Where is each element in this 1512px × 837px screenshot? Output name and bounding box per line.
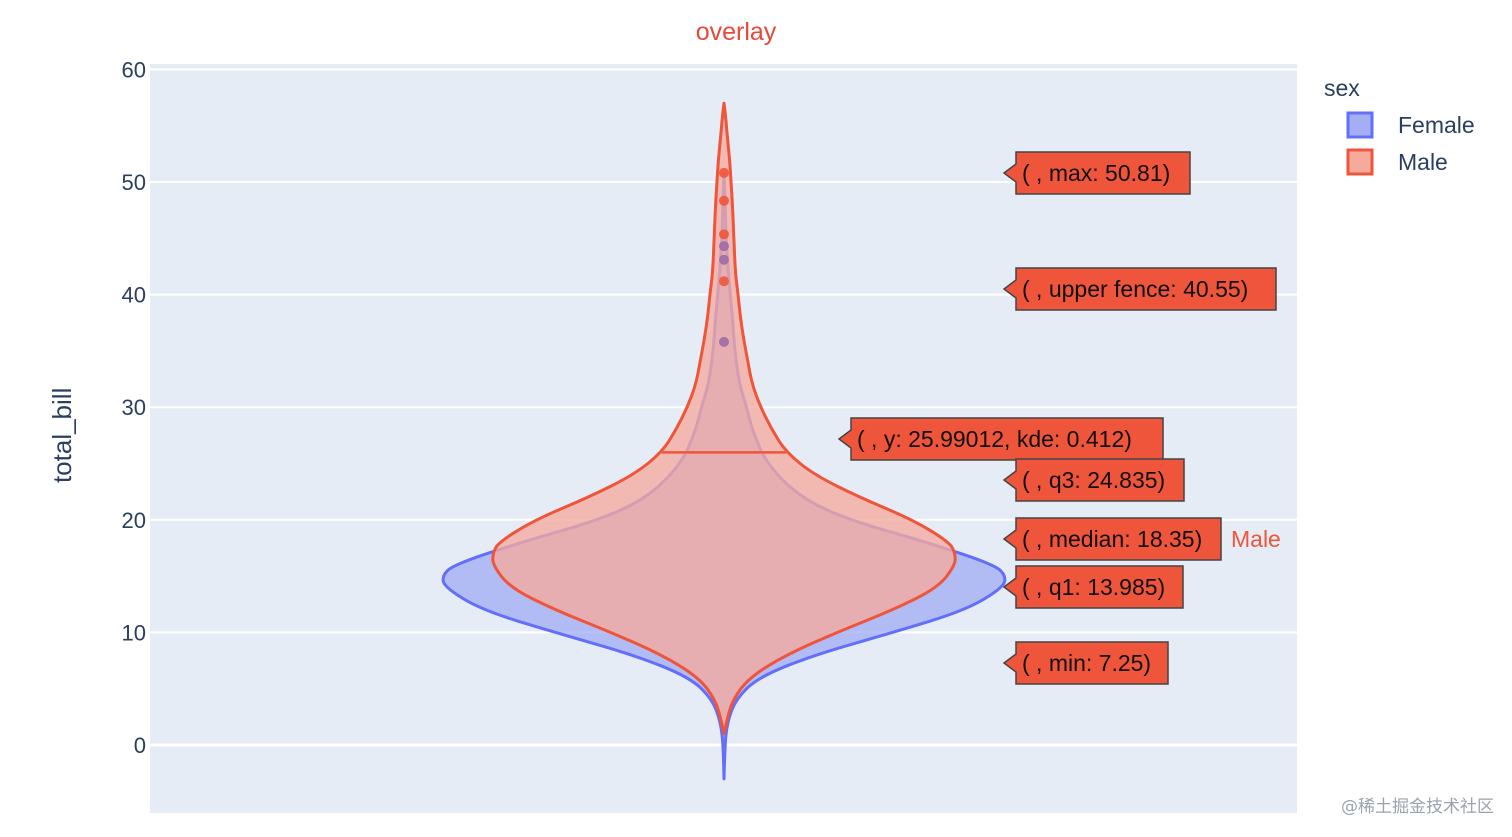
hover-label-box (1002, 565, 1184, 609)
hover-label-text: ( , y: 25.99012, kde: 0.412) (857, 426, 1132, 452)
outlier-points (719, 167, 729, 347)
violins (441, 101, 1007, 781)
hover-label-text: ( , q1: 13.985) (1022, 574, 1165, 600)
legend-swatch-male (1346, 148, 1374, 176)
y-tick-label: 60 (122, 57, 146, 82)
hover-label-text: ( , median: 18.35) (1022, 526, 1202, 552)
y-axis-title: total_bill (47, 388, 77, 483)
outlier-point-female (719, 336, 729, 347)
hover-label-box (1002, 267, 1277, 311)
hover-label-box (1002, 517, 1222, 561)
outlier-point-male (719, 167, 729, 178)
watermark: @稀土掘金技术社区 (1341, 797, 1494, 817)
outlier-point-male (719, 276, 729, 287)
legend-title: sex (1324, 75, 1360, 101)
hover-label-text: ( , upper fence: 40.55) (1022, 276, 1248, 302)
y-tick-label: 10 (122, 620, 146, 645)
y-tick-label: 0 (134, 733, 146, 758)
legend-item-male: Male (1398, 149, 1448, 175)
hover-labels: ( , max: 50.81) ( , upper fence: 40.55) ( … (837, 151, 1281, 685)
violin-male (491, 101, 957, 736)
chart-title: overlay (696, 18, 777, 46)
legend-item-female: Female (1398, 112, 1475, 138)
outlier-point-male (719, 195, 729, 206)
y-tick-label: 50 (122, 170, 146, 195)
hover-label-box (837, 417, 1164, 461)
hover-trace-name: Male (1231, 526, 1281, 552)
hover-label-text: ( , max: 50.81) (1022, 160, 1170, 186)
outlier-point-female (719, 241, 729, 252)
hover-label-text: ( , min: 7.25) (1022, 650, 1151, 676)
y-axis-ticks: 0 10 20 30 40 50 60 (122, 57, 146, 758)
legend-swatch-female (1346, 111, 1374, 139)
y-tick-label: 30 (122, 395, 146, 420)
hover-label-box (1002, 641, 1169, 685)
hover-label-box (1002, 458, 1185, 502)
y-tick-label: 40 (122, 283, 146, 308)
outlier-point-male (719, 229, 729, 240)
legend[interactable]: sex Female Male (1324, 75, 1475, 176)
hover-label-box (1002, 151, 1191, 195)
outlier-point-female (719, 254, 729, 265)
y-tick-label: 20 (122, 508, 146, 533)
hover-label-text: ( , q3: 24.835) (1022, 467, 1165, 493)
